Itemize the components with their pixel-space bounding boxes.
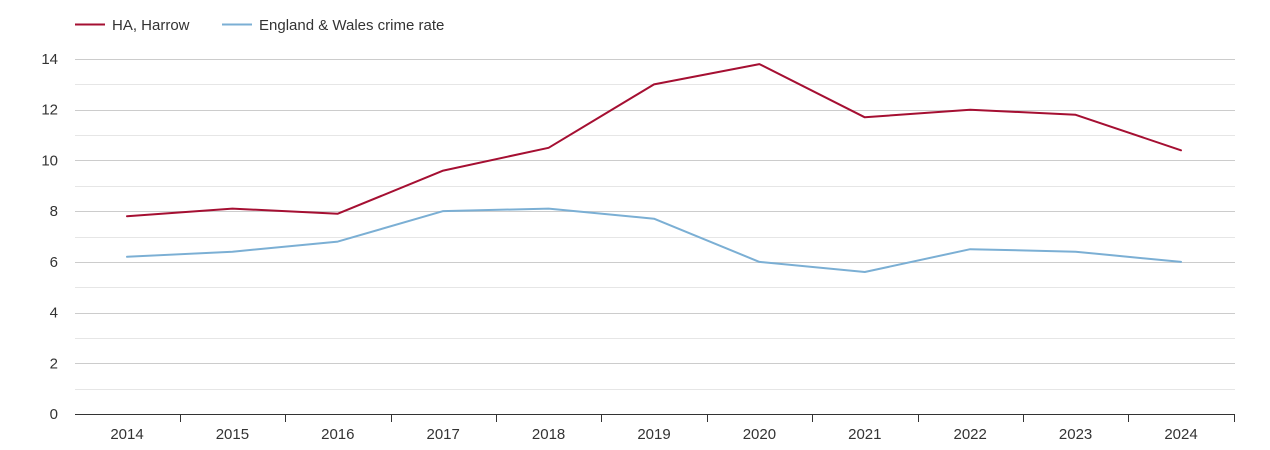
- x-tick-label: 2023: [1059, 426, 1092, 443]
- y-tick-label: 4: [50, 305, 58, 322]
- legend-label: HA, Harrow: [112, 17, 190, 34]
- data-point: [1178, 259, 1184, 265]
- data-point: [440, 168, 446, 174]
- axis-layer: 0 2 4 6 8 10 12 14 2014 2015 2016 2017 2018 2019 2020 2…: [41, 51, 1235, 443]
- series-layer: [124, 61, 1184, 275]
- x-tick-label: 2018: [532, 426, 565, 443]
- x-tick-label: 2015: [216, 426, 249, 443]
- data-point: [862, 269, 868, 275]
- series-line-2: [126, 207, 1182, 273]
- y-tick-label: 2: [50, 355, 58, 372]
- x-tick-label: 2019: [637, 426, 670, 443]
- data-point: [335, 211, 341, 217]
- legend-item-2[interactable]: England & Wales crime rate: [222, 17, 444, 34]
- data-point: [651, 216, 657, 222]
- x-tick-label: 2017: [427, 426, 460, 443]
- x-tick-label: 2020: [743, 426, 776, 443]
- data-point: [756, 61, 762, 67]
- data-point: [229, 206, 235, 212]
- y-tick-label: 6: [50, 254, 58, 271]
- y-tick-label: 12: [41, 102, 58, 119]
- y-tick-label: 8: [50, 203, 58, 220]
- data-point: [651, 81, 657, 87]
- series-line-1: [126, 63, 1182, 218]
- data-point: [440, 208, 446, 214]
- data-point: [1073, 112, 1079, 118]
- x-tick-label: 2024: [1164, 426, 1197, 443]
- data-point: [1178, 147, 1184, 153]
- data-point: [862, 114, 868, 120]
- data-point: [546, 206, 552, 212]
- data-point: [229, 249, 235, 255]
- data-point: [756, 259, 762, 265]
- legend[interactable]: HA, Harrow England & Wales crime rate: [75, 17, 444, 34]
- legend-item-1[interactable]: HA, Harrow: [75, 17, 190, 34]
- y-tick-label: 0: [50, 406, 58, 423]
- x-tick-label: 2016: [321, 426, 354, 443]
- legend-label: England & Wales crime rate: [259, 17, 444, 34]
- grid-layer: [75, 59, 1235, 390]
- data-point: [546, 145, 552, 151]
- data-point: [967, 246, 973, 252]
- data-point: [967, 107, 973, 113]
- data-point: [1073, 249, 1079, 255]
- x-tick-label: 2014: [110, 426, 143, 443]
- x-tick-label: 2021: [848, 426, 881, 443]
- x-tick-label: 2022: [954, 426, 987, 443]
- data-point: [124, 213, 130, 219]
- data-point: [335, 239, 341, 245]
- y-tick-label: 10: [41, 152, 58, 169]
- data-point: [124, 254, 130, 260]
- y-tick-label: 14: [41, 51, 58, 68]
